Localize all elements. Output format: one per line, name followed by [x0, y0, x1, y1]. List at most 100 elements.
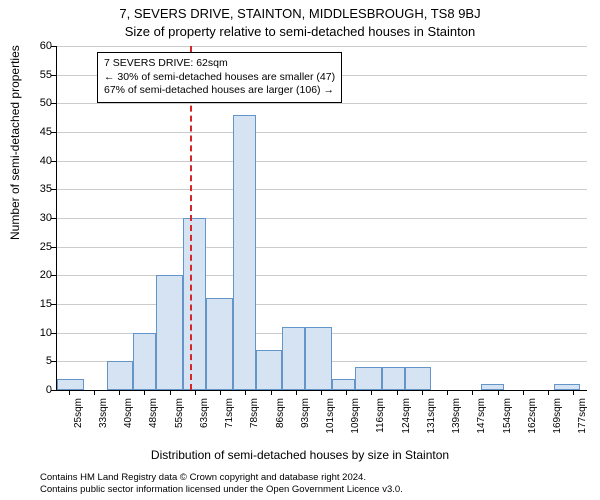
histogram-bar: [233, 115, 256, 390]
xtick-label: 33sqm: [98, 398, 109, 442]
xtick-mark: [144, 390, 145, 395]
plot-area: 7 SEVERS DRIVE: 62sqm ← 30% of semi-deta…: [56, 46, 587, 391]
histogram-bar: [107, 361, 134, 390]
xtick-label: 78sqm: [249, 398, 260, 442]
x-axis-label: Distribution of semi-detached houses by …: [0, 448, 600, 462]
ytick-label: 45: [22, 126, 52, 138]
xtick-mark: [69, 390, 70, 395]
xtick-label: 177sqm: [577, 398, 588, 442]
ytick-label: 5: [22, 355, 52, 367]
ytick-label: 10: [22, 327, 52, 339]
grid-line: [57, 275, 587, 276]
xtick-label: 139sqm: [451, 398, 462, 442]
histogram-bar: [57, 379, 84, 390]
ytick-mark: [51, 46, 56, 47]
histogram-bar: [256, 350, 283, 390]
xtick-label: 131sqm: [426, 398, 437, 442]
ytick-mark: [51, 333, 56, 334]
ytick-label: 50: [22, 97, 52, 109]
xtick-mark: [397, 390, 398, 395]
ytick-mark: [51, 161, 56, 162]
grid-line: [57, 189, 587, 190]
xtick-mark: [220, 390, 221, 395]
grid-line: [57, 247, 587, 248]
xtick-mark: [195, 390, 196, 395]
ytick-mark: [51, 361, 56, 362]
annot-line1: 7 SEVERS DRIVE: 62sqm: [104, 57, 335, 71]
y-axis-label: Number of semi-detached properties: [8, 45, 22, 240]
grid-line: [57, 218, 587, 219]
xtick-mark: [447, 390, 448, 395]
grid-line: [57, 304, 587, 305]
grid-line: [57, 103, 587, 104]
histogram-bar: [206, 298, 233, 390]
xtick-mark: [498, 390, 499, 395]
xtick-label: 55sqm: [174, 398, 185, 442]
histogram-bar: [554, 384, 581, 390]
xtick-label: 147sqm: [476, 398, 487, 442]
ytick-mark: [51, 304, 56, 305]
xtick-label: 116sqm: [375, 398, 386, 442]
grid-line: [57, 161, 587, 162]
ytick-label: 0: [22, 384, 52, 396]
ytick-mark: [51, 218, 56, 219]
ytick-label: 55: [22, 69, 52, 81]
xtick-mark: [94, 390, 95, 395]
histogram-bar: [382, 367, 405, 390]
chart-title-sub: Size of property relative to semi-detach…: [0, 24, 600, 39]
ytick-label: 35: [22, 183, 52, 195]
histogram-bar: [305, 327, 332, 390]
ytick-label: 40: [22, 155, 52, 167]
footnote: Contains HM Land Registry data © Crown c…: [40, 472, 600, 496]
histogram-bar: [183, 218, 206, 390]
xtick-mark: [271, 390, 272, 395]
ytick-label: 25: [22, 241, 52, 253]
histogram-bar: [332, 379, 355, 390]
footnote-line1: Contains HM Land Registry data © Crown c…: [40, 472, 600, 484]
xtick-mark: [371, 390, 372, 395]
xtick-label: 154sqm: [502, 398, 513, 442]
ytick-label: 20: [22, 269, 52, 281]
xtick-label: 124sqm: [401, 398, 412, 442]
annotation-box: 7 SEVERS DRIVE: 62sqm ← 30% of semi-deta…: [97, 52, 342, 103]
xtick-label: 40sqm: [123, 398, 134, 442]
ytick-label: 60: [22, 40, 52, 52]
xtick-label: 101sqm: [325, 398, 336, 442]
ytick-mark: [51, 103, 56, 104]
annot-line2: ← 30% of semi-detached houses are smalle…: [104, 71, 335, 85]
xtick-mark: [321, 390, 322, 395]
ytick-mark: [51, 75, 56, 76]
xtick-mark: [422, 390, 423, 395]
histogram-bar: [282, 327, 305, 390]
xtick-mark: [170, 390, 171, 395]
ytick-label: 15: [22, 298, 52, 310]
xtick-label: 63sqm: [199, 398, 210, 442]
annot-line3: 67% of semi-detached houses are larger (…: [104, 84, 335, 98]
xtick-label: 48sqm: [148, 398, 159, 442]
ytick-mark: [51, 132, 56, 133]
xtick-label: 93sqm: [300, 398, 311, 442]
xtick-label: 109sqm: [350, 398, 361, 442]
xtick-mark: [472, 390, 473, 395]
xtick-label: 162sqm: [527, 398, 538, 442]
ytick-label: 30: [22, 212, 52, 224]
histogram-bar: [355, 367, 382, 390]
xtick-label: 71sqm: [224, 398, 235, 442]
ytick-mark: [51, 189, 56, 190]
histogram-bar: [133, 333, 156, 390]
ytick-mark: [51, 247, 56, 248]
xtick-label: 25sqm: [73, 398, 84, 442]
ytick-mark: [51, 275, 56, 276]
xtick-mark: [245, 390, 246, 395]
xtick-mark: [573, 390, 574, 395]
grid-line: [57, 46, 587, 47]
xtick-mark: [523, 390, 524, 395]
xtick-mark: [548, 390, 549, 395]
xtick-mark: [296, 390, 297, 395]
histogram-bar: [481, 384, 504, 390]
xtick-mark: [119, 390, 120, 395]
grid-line: [57, 132, 587, 133]
ytick-mark: [51, 390, 56, 391]
xtick-mark: [346, 390, 347, 395]
footnote-line2: Contains public sector information licen…: [40, 484, 600, 496]
